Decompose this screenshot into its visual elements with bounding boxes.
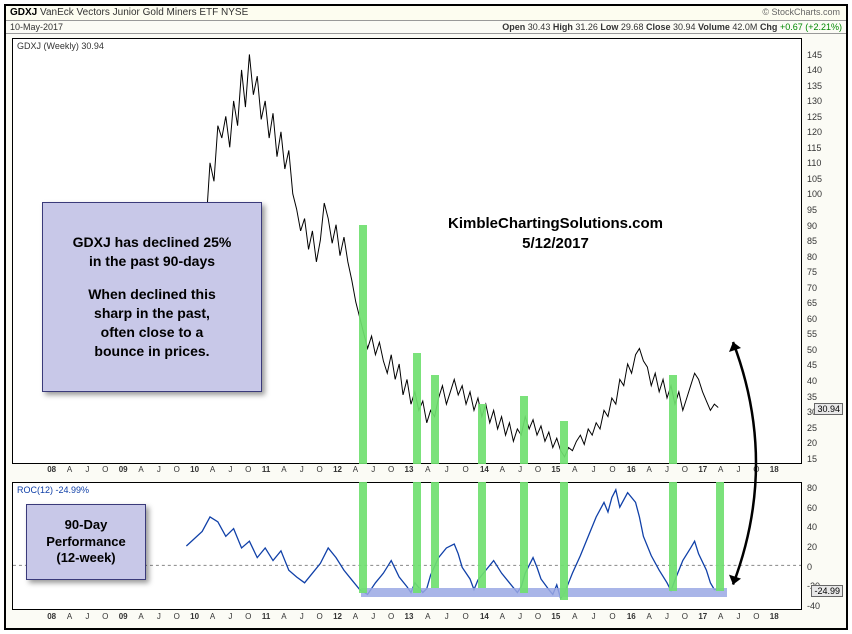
chart-date: 10-May-2017 — [10, 21, 63, 34]
symbol: GDXJ — [10, 7, 37, 18]
watermark: KimbleChartingSolutions.com 5/12/2017 — [448, 214, 663, 253]
roc-x-axis: 08AJO09AJO10AJO11AJO12AJO13AJO14AJO15AJO… — [12, 612, 802, 626]
symbol-desc: VanEck Vectors Junior Gold Miners ETF NY… — [40, 7, 248, 18]
price-y-axis: 1451401351301251201151101051009590858075… — [803, 39, 841, 463]
green-marker — [669, 482, 677, 591]
green-marker — [431, 375, 439, 464]
annotation-roc: 90-Day Performance (12-week) — [26, 504, 146, 580]
green-marker — [560, 421, 568, 464]
subheader: 10-May-2017 Open 30.43 High 31.26 Low 29… — [6, 21, 846, 34]
green-marker — [520, 482, 528, 593]
green-marker — [413, 353, 421, 464]
current-price-tag: 30.94 — [814, 403, 843, 415]
green-marker — [431, 482, 439, 588]
price-x-axis: 08AJO09AJO10AJO11AJO12AJO13AJO14AJO15AJO… — [12, 465, 802, 479]
green-marker — [520, 396, 528, 464]
curved-arrow — [727, 336, 787, 591]
header: GDXJ VanEck Vectors Junior Gold Miners E… — [6, 6, 846, 21]
copyright: © StockCharts.com — [762, 7, 840, 17]
green-marker — [560, 482, 568, 600]
annotation-main: GDXJ has declined 25% in the past 90-day… — [42, 202, 262, 392]
green-marker — [716, 482, 724, 591]
ohlc: Open 30.43 High 31.26 Low 29.68 Close 30… — [502, 21, 842, 34]
green-marker — [669, 375, 677, 464]
green-marker — [359, 225, 367, 464]
roc-current-tag: -24.99 — [811, 585, 843, 597]
green-marker — [478, 404, 486, 464]
green-marker — [478, 482, 486, 588]
chart-frame: GDXJ VanEck Vectors Junior Gold Miners E… — [4, 4, 848, 630]
green-marker — [413, 482, 421, 593]
green-marker — [359, 482, 367, 593]
